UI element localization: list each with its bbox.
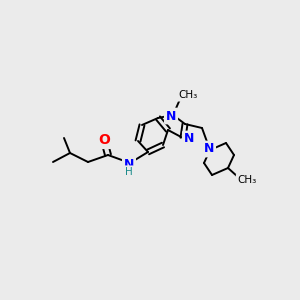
Text: N: N bbox=[124, 158, 134, 170]
Text: N: N bbox=[184, 133, 194, 146]
Text: CH₃: CH₃ bbox=[178, 90, 198, 100]
Text: CH₃: CH₃ bbox=[237, 175, 256, 185]
Text: N: N bbox=[204, 142, 214, 155]
Text: O: O bbox=[98, 133, 110, 147]
Text: N: N bbox=[166, 110, 176, 122]
Text: H: H bbox=[125, 167, 133, 177]
